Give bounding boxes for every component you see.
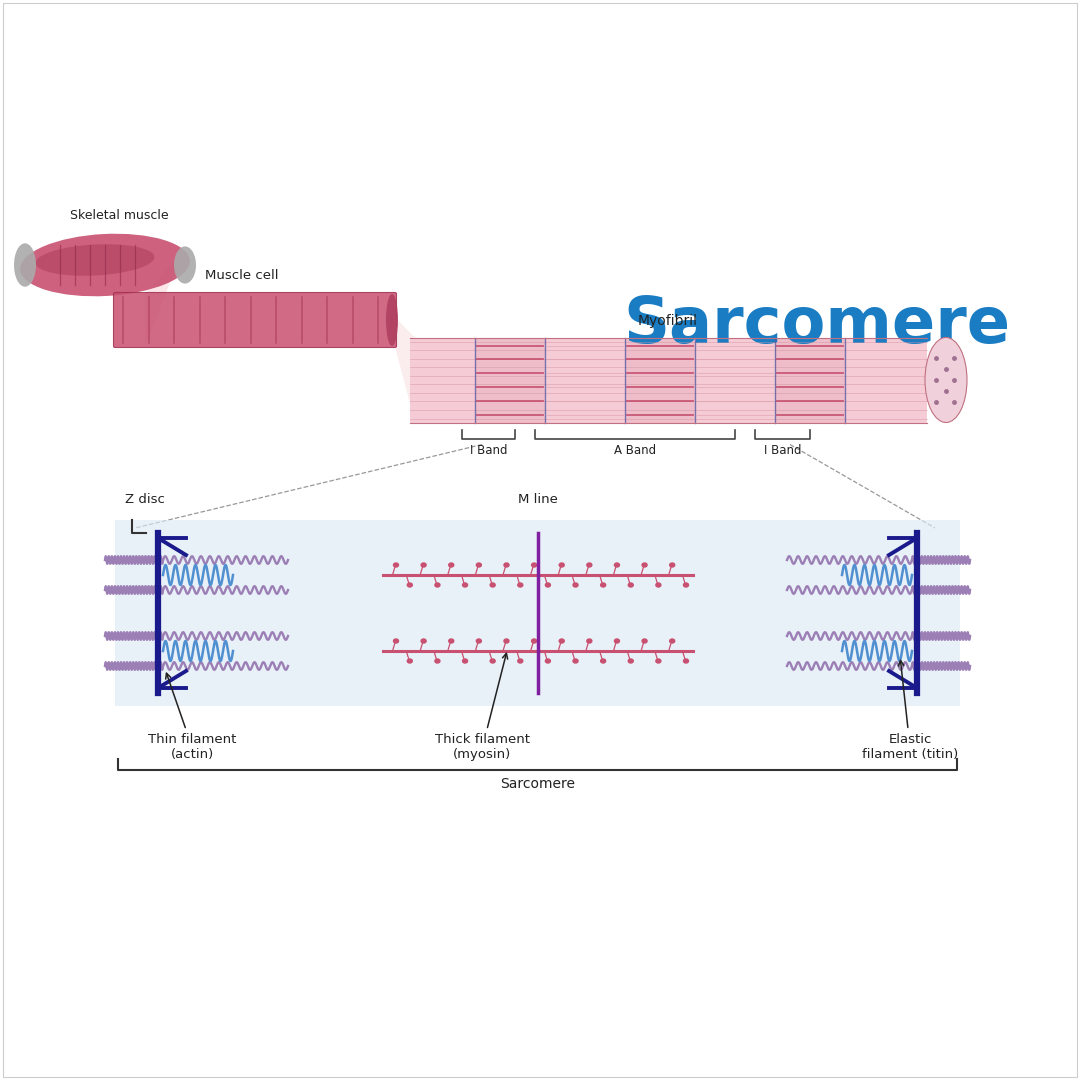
Ellipse shape bbox=[586, 639, 592, 643]
Ellipse shape bbox=[490, 583, 495, 588]
Ellipse shape bbox=[421, 639, 427, 643]
Polygon shape bbox=[145, 260, 175, 346]
FancyBboxPatch shape bbox=[113, 293, 396, 348]
Ellipse shape bbox=[504, 563, 509, 567]
Ellipse shape bbox=[448, 563, 454, 567]
Ellipse shape bbox=[490, 659, 495, 663]
Ellipse shape bbox=[545, 583, 551, 588]
Text: M line: M line bbox=[517, 492, 557, 507]
Ellipse shape bbox=[600, 659, 606, 663]
Ellipse shape bbox=[643, 639, 647, 643]
Text: I Band: I Band bbox=[764, 445, 801, 458]
Ellipse shape bbox=[629, 583, 633, 588]
Ellipse shape bbox=[462, 583, 468, 588]
Text: Z disc: Z disc bbox=[125, 492, 165, 507]
Ellipse shape bbox=[684, 659, 689, 663]
Text: Muscle cell: Muscle cell bbox=[205, 269, 279, 282]
Ellipse shape bbox=[504, 639, 509, 643]
Ellipse shape bbox=[462, 659, 468, 663]
Ellipse shape bbox=[174, 246, 195, 284]
Ellipse shape bbox=[435, 583, 440, 588]
Ellipse shape bbox=[615, 639, 620, 643]
Ellipse shape bbox=[615, 563, 620, 567]
Ellipse shape bbox=[600, 583, 606, 588]
Ellipse shape bbox=[559, 639, 564, 643]
Text: Sarcomere: Sarcomere bbox=[623, 294, 1010, 356]
Ellipse shape bbox=[656, 659, 661, 663]
Bar bbox=[625, 337, 696, 422]
Text: Sarcomere: Sarcomere bbox=[500, 777, 575, 791]
Ellipse shape bbox=[656, 583, 661, 588]
Text: Myofibril: Myofibril bbox=[637, 313, 698, 327]
Text: I Band: I Band bbox=[470, 445, 508, 458]
Ellipse shape bbox=[629, 659, 633, 663]
Bar bbox=[775, 337, 845, 422]
Ellipse shape bbox=[407, 583, 413, 588]
Ellipse shape bbox=[670, 639, 675, 643]
Bar bbox=[114, 519, 960, 706]
Ellipse shape bbox=[393, 639, 399, 643]
Ellipse shape bbox=[435, 659, 440, 663]
Ellipse shape bbox=[476, 563, 482, 567]
Text: Skeletal muscle: Skeletal muscle bbox=[70, 210, 168, 222]
Ellipse shape bbox=[407, 659, 413, 663]
Ellipse shape bbox=[21, 233, 190, 296]
Ellipse shape bbox=[421, 563, 427, 567]
Ellipse shape bbox=[531, 639, 537, 643]
Text: A Band: A Band bbox=[613, 445, 656, 458]
Ellipse shape bbox=[36, 244, 154, 275]
Ellipse shape bbox=[517, 659, 523, 663]
Ellipse shape bbox=[476, 639, 482, 643]
Ellipse shape bbox=[531, 563, 537, 567]
Ellipse shape bbox=[14, 243, 36, 286]
Ellipse shape bbox=[684, 583, 689, 588]
Ellipse shape bbox=[517, 583, 523, 588]
Ellipse shape bbox=[559, 563, 564, 567]
Ellipse shape bbox=[448, 639, 454, 643]
Ellipse shape bbox=[670, 563, 675, 567]
Text: Elastic
filament (titin): Elastic filament (titin) bbox=[862, 661, 958, 761]
Bar bbox=[410, 337, 927, 422]
Ellipse shape bbox=[573, 659, 578, 663]
Ellipse shape bbox=[573, 583, 578, 588]
Bar bbox=[475, 337, 545, 422]
Ellipse shape bbox=[643, 563, 647, 567]
Ellipse shape bbox=[545, 659, 551, 663]
Polygon shape bbox=[390, 312, 415, 422]
Ellipse shape bbox=[393, 563, 399, 567]
Text: Thick filament
(myosin): Thick filament (myosin) bbox=[435, 653, 530, 761]
Text: Thin filament
(actin): Thin filament (actin) bbox=[148, 673, 237, 761]
Ellipse shape bbox=[924, 337, 967, 422]
Ellipse shape bbox=[386, 294, 399, 346]
Ellipse shape bbox=[586, 563, 592, 567]
